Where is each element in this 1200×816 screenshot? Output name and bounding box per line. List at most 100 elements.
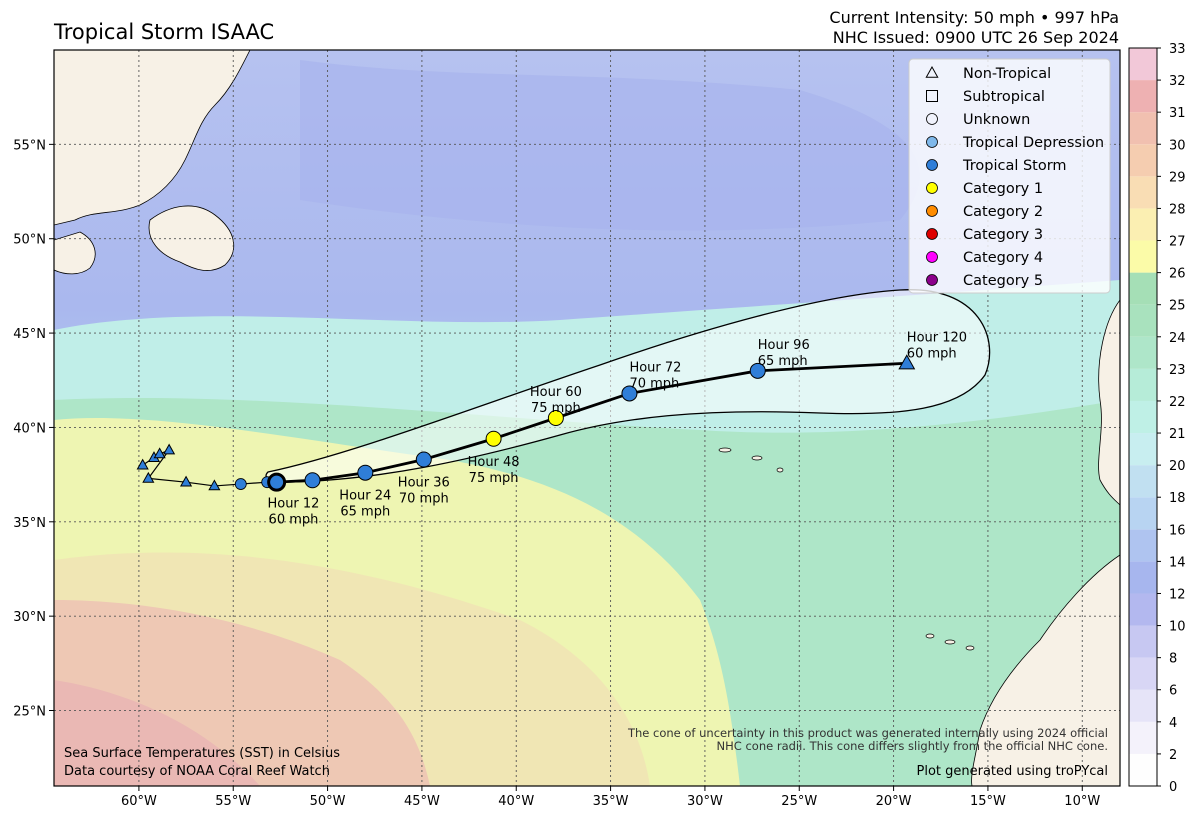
lon-tick-label: 25°W <box>781 794 817 809</box>
colorbar-segment <box>1129 753 1157 786</box>
legend-circle-icon <box>926 274 938 286</box>
colorbar-segment <box>1129 112 1157 145</box>
forecast-hour-label: Hour 72 <box>629 360 681 375</box>
colorbar-tick-label: 18 <box>1169 491 1186 506</box>
colorbar-segment <box>1129 689 1157 722</box>
colorbar-segment <box>1129 272 1157 305</box>
cone-note-line1: The cone of uncertainty in this product … <box>627 726 1108 740</box>
lat-tick-label: 35°N <box>13 516 46 531</box>
past-track-triangle <box>179 475 193 487</box>
lat-tick-label: 25°N <box>13 705 46 720</box>
colorbar-tick-label: 4 <box>1169 716 1177 731</box>
legend-circle-icon <box>926 251 938 263</box>
colorbar-frame <box>1128 47 1158 787</box>
forecast-point <box>749 362 766 379</box>
forecast-wind-label: 60 mph <box>269 512 319 527</box>
colorbar-segment <box>1129 625 1157 658</box>
colorbar-tick-label: 12 <box>1169 587 1186 602</box>
colorbar-tick-label: 10 <box>1169 620 1186 635</box>
past-track-point <box>234 478 247 490</box>
legend-label: Non-Tropical <box>963 66 1051 82</box>
colorbar-tick-label: 6 <box>1169 684 1177 699</box>
sst-note-line1: Sea Surface Temperatures (SST) in Celsiu… <box>64 746 340 761</box>
legend-triangle-icon <box>925 65 939 78</box>
legend-circle-icon <box>926 159 938 171</box>
colorbar-segment <box>1129 561 1157 594</box>
lon-tick-label: 15°W <box>970 794 1006 809</box>
colorbar-tick-label: 33 <box>1169 42 1186 57</box>
forecast-wind-label: 70 mph <box>629 376 679 391</box>
past-track-triangle <box>153 447 166 459</box>
colorbar-segment <box>1129 400 1157 434</box>
colorbar-segment <box>1129 304 1157 337</box>
storm-title: Tropical Storm ISAAC <box>54 20 275 44</box>
colorbar-tick-label: 32 <box>1169 74 1186 89</box>
current-position-marker <box>267 472 287 492</box>
lon-tick-label: 35°W <box>593 794 629 809</box>
colorbar-segment <box>1129 368 1157 401</box>
colorbar-tick-label: 2 <box>1169 748 1177 763</box>
forecast-hour-label: Hour 48 <box>468 455 520 470</box>
colorbar-segment <box>1129 336 1157 369</box>
colorbar-tick-label: 26 <box>1169 267 1186 282</box>
legend-circle-icon <box>926 228 938 240</box>
legend: Non-Tropical Subtropical Unknown Tropical D… <box>908 58 1111 294</box>
legend-label: Category 2 <box>963 204 1043 220</box>
sst-note-line2: Data courtesy of NOAA Coral Reef Watch <box>64 764 330 779</box>
colorbar-tick-label: 24 <box>1169 331 1186 346</box>
legend-square-icon <box>926 90 938 102</box>
forecast-point <box>304 472 321 489</box>
colorbar-tick-label: 27 <box>1169 235 1186 250</box>
lon-tick-label: 20°W <box>876 794 912 809</box>
credit-note: Plot generated using troPYcal <box>917 764 1109 779</box>
colorbar-segment <box>1129 497 1157 530</box>
past-track-triangle <box>136 458 149 470</box>
forecast-wind-label: 75 mph <box>469 471 519 486</box>
cone-note-line2: NHC cone radii. This cone differs slight… <box>717 739 1108 753</box>
sst-colorbar: 0246810121416182021222324252627282930313… <box>1128 42 1186 795</box>
legend-label: Category 4 <box>963 250 1043 266</box>
colorbar-tick-label: 29 <box>1169 170 1186 185</box>
legend-label: Category 3 <box>963 227 1043 243</box>
colorbar-segment <box>1129 208 1157 241</box>
colorbar-segment <box>1129 48 1157 81</box>
colorbar-segment <box>1129 144 1157 177</box>
lon-tick-label: 30°W <box>687 794 723 809</box>
forecast-point <box>621 385 638 402</box>
forecast-point <box>547 410 564 426</box>
lon-tick-label: 55°W <box>215 794 251 809</box>
colorbar-tick-label: 21 <box>1169 427 1186 442</box>
lat-tick-label: 50°N <box>13 233 46 248</box>
lon-tick-label: 50°W <box>310 794 346 809</box>
colorbar-tick-label: 30 <box>1169 138 1186 153</box>
colorbar-tick-label: 28 <box>1169 202 1186 217</box>
lon-tick-label: 10°W <box>1064 794 1100 809</box>
current-intensity: Current Intensity: 50 mph • 997 hPa <box>829 8 1119 27</box>
legend-circle-icon <box>926 113 938 125</box>
past-track-triangle <box>208 479 221 491</box>
past-track-triangle <box>163 443 176 455</box>
lon-tick-label: 45°W <box>404 794 440 809</box>
legend-label: Unknown <box>963 112 1030 128</box>
colorbar-tick-label: 31 <box>1169 106 1186 121</box>
storm-track <box>136 354 916 492</box>
forecast-hour-label: Hour 96 <box>758 338 810 353</box>
colorbar-tick-label: 16 <box>1169 523 1186 538</box>
legend-label: Subtropical <box>963 89 1045 105</box>
colorbar-tick-label: 22 <box>1169 395 1186 410</box>
colorbar-segment <box>1129 593 1157 626</box>
forecast-hour-label: Hour 60 <box>530 385 582 400</box>
lon-tick-label: 40°W <box>498 794 534 809</box>
colorbar-tick-label: 20 <box>1169 459 1186 474</box>
lon-tick-label: 60°W <box>121 794 157 809</box>
colorbar-tick-label: 25 <box>1169 299 1186 314</box>
colorbar-segment <box>1129 657 1157 690</box>
colorbar-segment <box>1129 529 1157 562</box>
lat-tick-label: 55°N <box>13 138 46 153</box>
forecast-wind-label: 70 mph <box>399 492 449 507</box>
legend-label: Category 1 <box>963 181 1043 197</box>
forecast-wind-label: 65 mph <box>758 354 808 369</box>
lat-tick-label: 30°N <box>13 610 46 625</box>
